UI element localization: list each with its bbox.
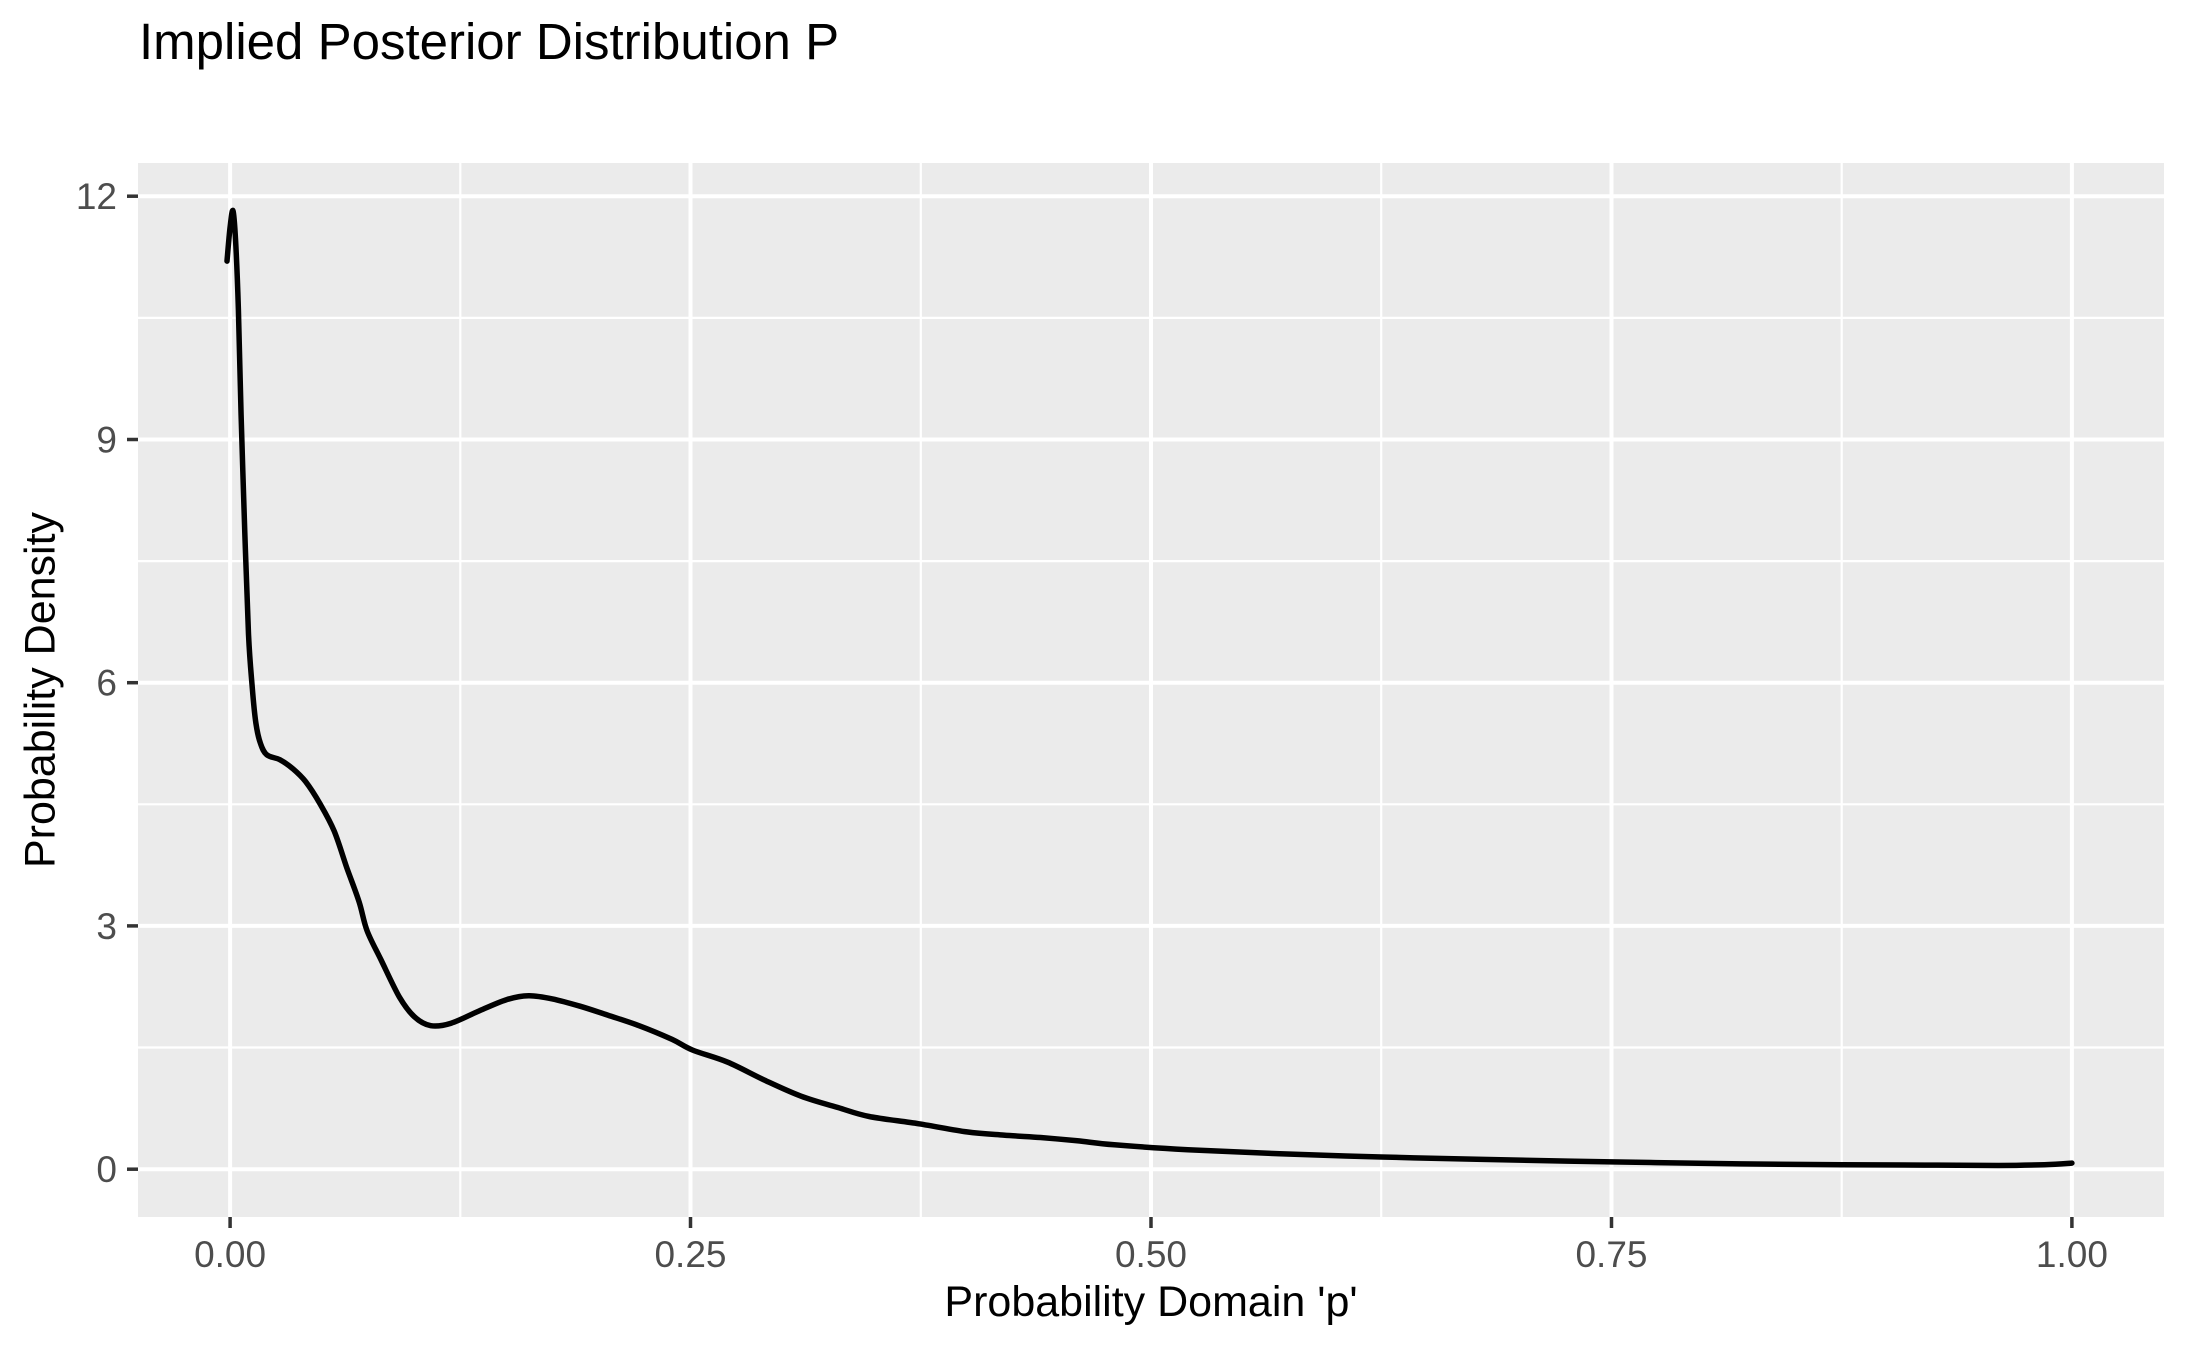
- density-curve: [224, 207, 2075, 1169]
- y-axis-title: Probability Density: [16, 511, 65, 869]
- x-tick-label: 0.00: [194, 1234, 266, 1275]
- plot-title: Implied Posterior Distribution P: [139, 13, 840, 70]
- y-tick-label: 12: [76, 176, 117, 217]
- y-tick-label: 6: [96, 663, 117, 704]
- y-tick-label: 9: [96, 420, 117, 461]
- x-tick-label: 0.75: [1575, 1234, 1647, 1275]
- y-tick-label: 0: [96, 1149, 117, 1190]
- x-tick-label: 0.50: [1115, 1234, 1187, 1275]
- x-axis-title: Probability Domain 'p': [944, 1278, 1358, 1326]
- x-tick-label: 1.00: [2036, 1234, 2108, 1275]
- x-tick-label: 0.25: [654, 1234, 726, 1275]
- y-tick-label: 3: [96, 906, 117, 947]
